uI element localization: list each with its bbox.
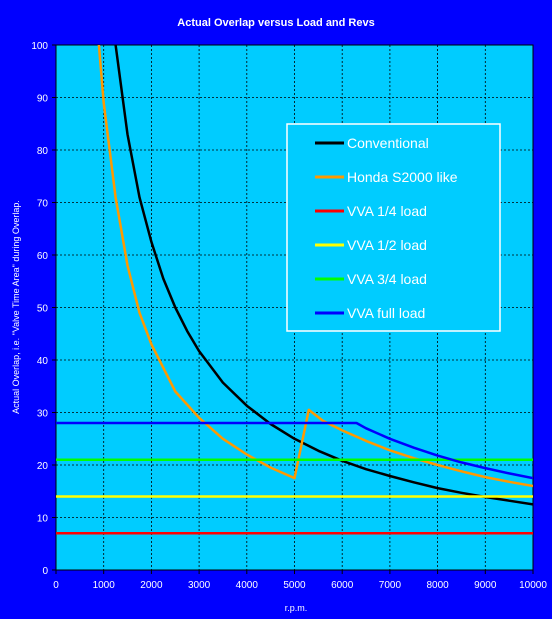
y-tick-label: 20: [37, 461, 49, 472]
x-tick-label: 9000: [474, 580, 497, 591]
y-tick-label: 70: [37, 199, 49, 210]
legend-entry-label: VVA full load: [347, 305, 425, 321]
y-tick-label: 0: [42, 566, 48, 577]
y-tick-label: 40: [37, 356, 49, 367]
x-tick-label: 4000: [236, 580, 259, 591]
x-axis-label: r.p.m.: [285, 603, 308, 613]
y-tick-label: 100: [31, 41, 48, 52]
y-axis-label: Actual Overlap, i.e. "Valve Time Area" d…: [11, 200, 21, 414]
legend-entry-label: VVA 1/4 load: [347, 203, 427, 219]
x-tick-label: 7000: [379, 580, 402, 591]
y-tick-label: 60: [37, 251, 49, 262]
chart-title: Actual Overlap versus Load and Revs: [177, 17, 374, 29]
y-tick-label: 10: [37, 514, 49, 525]
x-tick-label: 8000: [426, 580, 449, 591]
x-tick-label: 5000: [283, 580, 306, 591]
series-line-honda-s2000-like: [97, 45, 533, 488]
y-tick-label: 50: [37, 304, 49, 315]
x-tick-label: 0: [53, 580, 59, 591]
x-tick-label: 3000: [188, 580, 211, 591]
x-tick-label: 6000: [331, 580, 354, 591]
y-tick-label: 90: [37, 94, 49, 105]
legend-entry-label: VVA 1/2 load: [347, 237, 427, 253]
legend-entry-label: Honda S2000 like: [347, 169, 458, 185]
legend-box: [286, 123, 501, 332]
y-tick-label: 80: [37, 146, 49, 157]
y-tick-label: 30: [37, 409, 49, 420]
x-tick-label: 2000: [140, 580, 163, 591]
legend-entry-label: Conventional: [347, 135, 429, 151]
x-tick-label: 1000: [93, 580, 116, 591]
series-line-vva-full-load: [56, 421, 533, 480]
x-tick-label: 10000: [519, 580, 547, 591]
legend: Conventional Honda S2000 like VVA 1/4 load…: [286, 123, 501, 332]
legend-entry-label: VVA 3/4 load: [347, 271, 427, 287]
